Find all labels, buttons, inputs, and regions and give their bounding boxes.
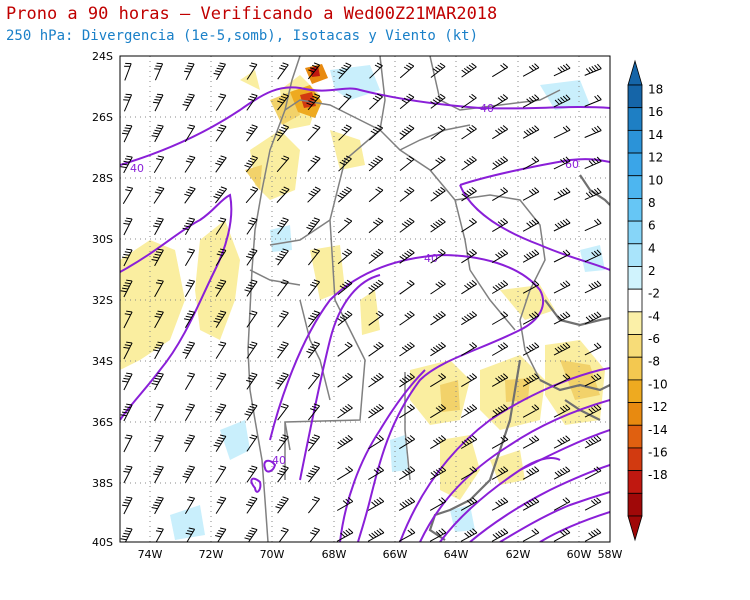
colorbar-swatch bbox=[627, 243, 643, 267]
convergence-shading bbox=[170, 65, 605, 540]
chart-title: Prono a 90 horas — Verificando a Wed00Z2… bbox=[6, 4, 498, 24]
colorbar-swatch bbox=[627, 334, 643, 358]
colorbar-swatch bbox=[627, 311, 643, 335]
chart-subtitle: 250 hPa: Divergencia (1e-5,somb), Isotac… bbox=[6, 28, 479, 44]
colorbar-swatch bbox=[627, 84, 643, 109]
lat-tick-label: 24S bbox=[92, 50, 113, 63]
colorbar-label: 14 bbox=[648, 128, 663, 142]
colorbar-swatch bbox=[627, 107, 643, 131]
colorbar-label: -16 bbox=[648, 445, 668, 459]
isotach-label: 40 bbox=[480, 102, 494, 115]
lon-tick-label: 66W bbox=[383, 548, 408, 561]
colorbar-swatch bbox=[627, 175, 643, 199]
isotach-label: 60 bbox=[565, 158, 579, 171]
colorbar-label: -14 bbox=[648, 423, 668, 437]
colorbar-swatch bbox=[627, 492, 643, 517]
colorbar-swatch bbox=[627, 198, 643, 222]
lat-tick-label: 36S bbox=[92, 416, 113, 429]
colorbar-label: 18 bbox=[648, 83, 663, 97]
colorbar-swatch bbox=[627, 288, 643, 313]
colorbar-label: 4 bbox=[648, 241, 656, 255]
lat-tick-label: 40S bbox=[92, 536, 113, 549]
lon-tick-label: 64W bbox=[444, 548, 469, 561]
colorbar-swatch bbox=[627, 447, 643, 472]
colorbar-label: -18 bbox=[648, 468, 668, 482]
colorbar-swatch bbox=[627, 356, 643, 381]
isotach-label: 40 bbox=[424, 252, 438, 265]
lat-tick-label: 26S bbox=[92, 111, 113, 124]
longitude-axis: 74W 72W 70W 68W 66W 64W 62W 60W 58W bbox=[138, 548, 623, 561]
map-frame bbox=[119, 55, 611, 543]
colorbar-label: -4 bbox=[648, 309, 660, 323]
colorbar-swatch bbox=[627, 379, 643, 403]
lon-tick-label: 72W bbox=[199, 548, 224, 561]
colorbar-swatch bbox=[627, 424, 643, 449]
colorbar: 18 16 14 12 10 8 6 4 2 -2 -4 -6 -8 -10 -12 -14 -16 -18 bbox=[627, 59, 668, 542]
colorbar-label: -2 bbox=[648, 287, 660, 301]
colorbar-label: -12 bbox=[648, 400, 668, 414]
lon-tick-label: 70W bbox=[260, 548, 285, 561]
lon-tick-label: 58W bbox=[598, 548, 623, 561]
colorbar-swatch bbox=[627, 402, 643, 426]
wind-barb-set bbox=[120, 62, 602, 542]
colorbar-swatch bbox=[627, 266, 643, 290]
lon-tick-label: 68W bbox=[322, 548, 347, 561]
colorbar-top-arrow bbox=[627, 59, 643, 86]
lat-tick-label: 32S bbox=[92, 294, 113, 307]
colorbar-swatch bbox=[627, 220, 643, 245]
lat-tick-label: 38S bbox=[92, 477, 113, 490]
lat-tick-label: 28S bbox=[92, 172, 113, 185]
colorbar-bottom-arrow bbox=[627, 515, 643, 542]
isotach-label: 40 bbox=[272, 454, 286, 467]
lon-tick-label: 62W bbox=[506, 548, 531, 561]
lat-tick-label: 30S bbox=[92, 233, 113, 246]
colorbar-label: 6 bbox=[648, 219, 656, 233]
colorbar-label: 16 bbox=[648, 105, 663, 119]
colorbar-swatch bbox=[627, 129, 643, 154]
wind-barbs bbox=[120, 62, 602, 542]
isotach-label: 40 bbox=[130, 162, 144, 175]
colorbar-label: -10 bbox=[648, 377, 668, 391]
colorbar-label: 10 bbox=[648, 173, 663, 187]
lat-tick-label: 34S bbox=[92, 355, 113, 368]
colorbar-label: -8 bbox=[648, 355, 660, 369]
colorbar-swatch bbox=[627, 152, 643, 177]
lon-tick-label: 60W bbox=[567, 548, 592, 561]
colorbar-swatch bbox=[627, 470, 643, 494]
colorbar-label: 2 bbox=[648, 264, 656, 278]
latitude-axis: 24S 26S 28S 30S 32S 34S 36S 38S 40S bbox=[92, 50, 113, 549]
colorbar-label: -6 bbox=[648, 332, 660, 346]
colorbar-label: 12 bbox=[648, 151, 663, 165]
isotach-labels: 40 40 60 40 40 bbox=[130, 102, 579, 467]
graticule bbox=[120, 56, 610, 542]
lon-tick-label: 74W bbox=[138, 548, 163, 561]
colorbar-label: 8 bbox=[648, 196, 656, 210]
